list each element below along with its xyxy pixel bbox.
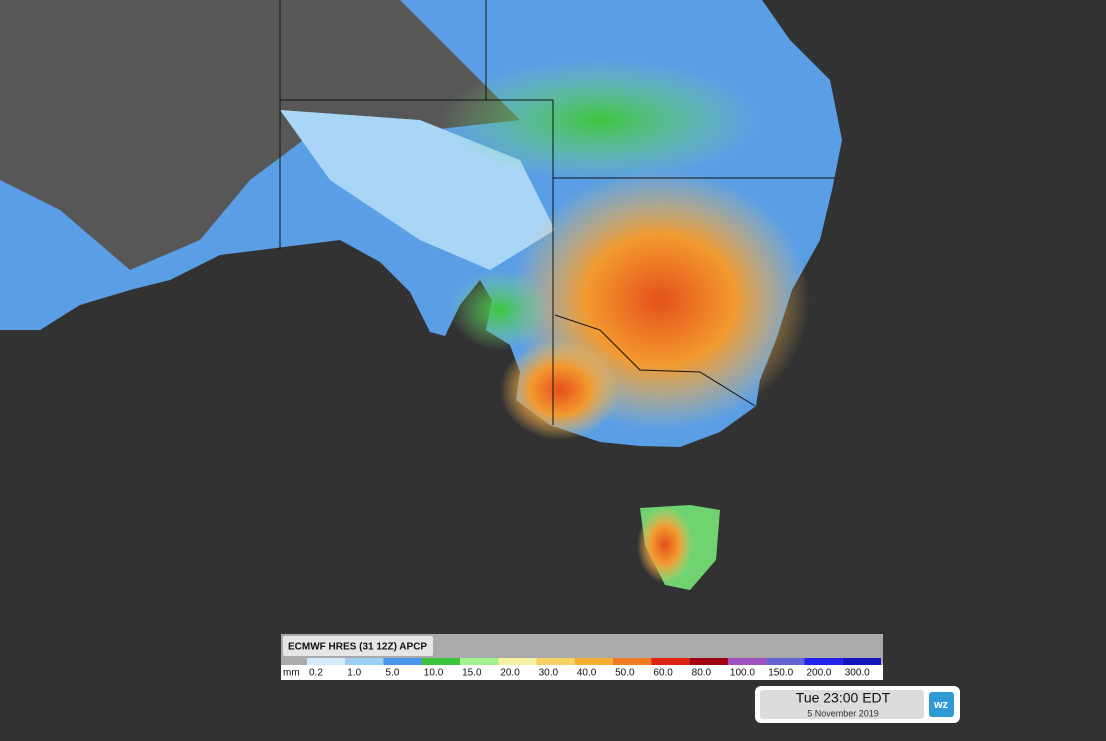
legend-label: 150.0 [768, 668, 793, 679]
legend-label: 20.0 [500, 668, 520, 679]
legend-swatch [345, 658, 384, 665]
legend-label: 100.0 [730, 668, 755, 679]
legend-unit: mm [283, 668, 300, 679]
legend-label: 50.0 [615, 668, 635, 679]
legend-title: ECMWF HRES (31 12Z) APCP [288, 642, 427, 653]
legend-swatch [307, 658, 346, 665]
state-borders [279, 0, 835, 425]
legend-label: 15.0 [462, 668, 482, 679]
legend-swatch [766, 658, 805, 665]
dry-land [0, 0, 520, 270]
timestamp-date: 5 November 2019 [807, 708, 879, 718]
legend-swatch [613, 658, 652, 665]
legend-label: 60.0 [653, 668, 673, 679]
legend-swatch [460, 658, 499, 665]
legend-swatch [651, 658, 690, 665]
legend-swatch [689, 658, 728, 665]
legend-label: 30.0 [539, 668, 559, 679]
legend-swatch [574, 658, 614, 665]
legend-label: 0.2 [309, 668, 323, 679]
legend-swatch [383, 658, 422, 665]
legend-items: 0.2 1.0 5.0 10.0 15.0 20.0 30.0 40.0 50.0 60.0 80.… [307, 658, 881, 679]
legend-label: 200.0 [806, 668, 831, 679]
legend-label: 300.0 [845, 668, 870, 679]
rain-area [500, 340, 620, 440]
legend-title-box [283, 636, 433, 656]
legend-label: 40.0 [577, 668, 597, 679]
logo-text: wz [933, 699, 949, 711]
legend-swatch [804, 658, 843, 665]
legend-label: 10.0 [424, 668, 444, 679]
rain-area [637, 507, 693, 583]
legend-swatch [727, 658, 767, 665]
timestamp-time: Tue 23:00 EDT [796, 690, 891, 706]
legend-swatch [421, 658, 461, 665]
rain-area [450, 270, 550, 350]
legend-swatch [498, 658, 537, 665]
legend-label: 5.0 [386, 668, 400, 679]
legend-label-row [281, 665, 883, 680]
rain-area [440, 60, 760, 180]
logo [929, 692, 954, 717]
legend-label: 1.0 [347, 668, 361, 679]
timestamp-inner [760, 690, 924, 719]
legend-swatch [842, 658, 881, 665]
legend-swatch [536, 658, 575, 665]
legend-label: 80.0 [692, 668, 712, 679]
